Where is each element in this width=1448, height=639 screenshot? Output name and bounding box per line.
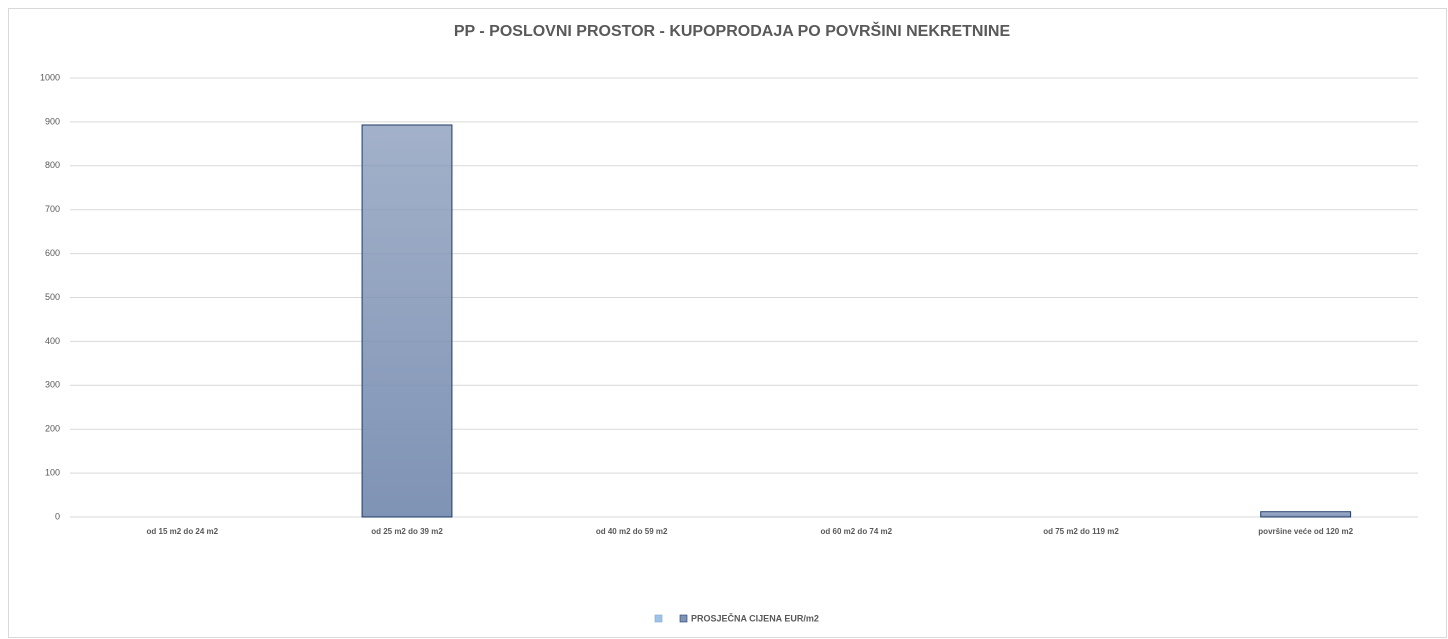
y-tick-label: 1000 xyxy=(40,72,60,82)
y-tick-label: 800 xyxy=(45,160,60,170)
x-tick-label: od 15 m2 do 24 m2 xyxy=(147,527,219,536)
y-tick-label: 0 xyxy=(55,511,60,521)
legend-swatch xyxy=(679,614,688,623)
y-tick-label: 700 xyxy=(45,204,60,214)
bar xyxy=(1260,511,1352,518)
y-tick-label: 100 xyxy=(45,467,60,477)
y-tick-label: 500 xyxy=(45,292,60,302)
x-tick-label: od 25 m2 do 39 m2 xyxy=(371,527,443,536)
x-tick-label: od 75 m2 do 119 m2 xyxy=(1043,527,1119,536)
y-tick-label: 200 xyxy=(45,424,60,434)
legend-swatch-blank xyxy=(654,614,663,623)
x-tick-label: od 60 m2 do 74 m2 xyxy=(821,527,893,536)
x-tick-label: površine veće od 120 m2 xyxy=(1258,527,1353,536)
chart-title: PP - POSLOVNI PROSTOR - KUPOPRODAJA PO P… xyxy=(454,21,1011,40)
x-tick-label: od 40 m2 do 59 m2 xyxy=(596,527,668,536)
y-tick-label: 600 xyxy=(45,248,60,258)
y-tick-label: 900 xyxy=(45,116,60,126)
legend-label: PROSJEČNA CIJENA EUR/m2 xyxy=(691,612,819,623)
y-tick-label: 400 xyxy=(45,336,60,346)
chart-frame xyxy=(8,8,1447,638)
bar xyxy=(361,124,453,518)
y-tick-label: 300 xyxy=(45,380,60,390)
